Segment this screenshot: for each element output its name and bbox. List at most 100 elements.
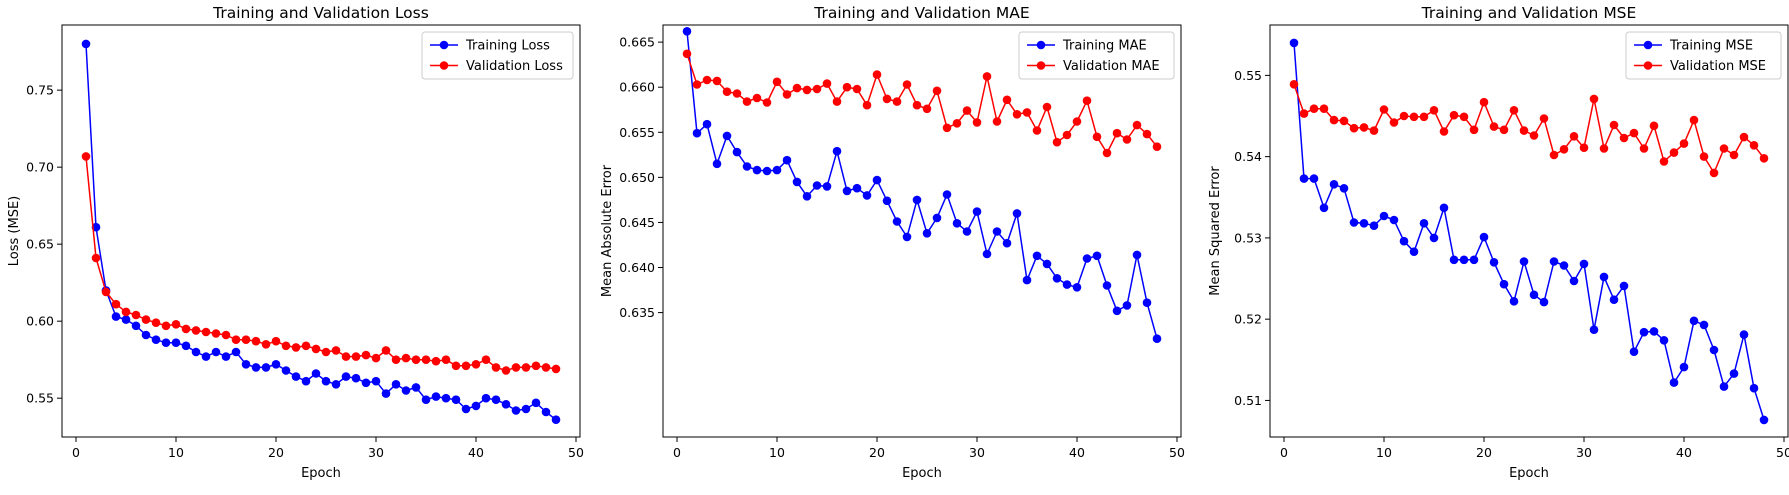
data-point-val [982,72,992,81]
data-point-train [121,315,131,324]
y-tick-label: 0.655 [619,125,655,140]
data-point-train [972,207,982,216]
data-point-val [902,80,912,89]
data-point-train [772,165,782,175]
data-point-train [371,376,381,386]
data-point-val [1012,110,1022,119]
data-point-train [852,183,862,193]
y-tick-label: 0.645 [619,215,655,230]
data-point-train [802,192,812,201]
data-point-train [511,406,521,415]
data-point-val [371,353,381,363]
data-point-train [1469,255,1479,265]
data-point-val [1499,125,1509,135]
data-point-train [461,404,471,414]
data-point-train [1549,257,1559,266]
data-point-train [1709,345,1719,355]
data-point-train [531,398,541,408]
legend-marker-train [1036,40,1046,50]
data-point-val [321,347,331,357]
y-tick-label: 0.660 [619,80,655,95]
data-point-train [1689,316,1699,326]
data-point-val [91,253,101,263]
data-point-train [1569,276,1579,286]
data-point-val [341,352,351,361]
data-point-train [1152,334,1162,344]
data-point-val [1032,126,1042,135]
chart-mae: Training and Validation MAE 0 10 20 30 40 50 0.… [600,4,1185,481]
legend-marker-val [1643,61,1653,70]
data-point-train [1022,275,1032,285]
data-point-val [1349,123,1359,133]
data-point-val [1719,144,1729,153]
y-tick-label: 0.665 [619,35,655,50]
data-point-train [912,195,922,205]
chart-title: Training and Validation MAE [813,4,1029,22]
data-point-train [1002,238,1012,248]
data-point-train [1599,272,1609,282]
data-point-val [1729,150,1739,160]
data-point-train [882,196,892,206]
data-point-val [1569,132,1579,141]
data-point-train [1619,281,1629,291]
data-point-train [1032,251,1042,261]
data-point-val [391,355,401,365]
data-point-val [1329,115,1339,125]
data-point-val [1319,104,1329,113]
data-point-val [1709,168,1719,178]
data-point-train [551,415,561,425]
data-point-train [261,363,271,372]
data-point-val [221,330,231,340]
data-point-train [1699,320,1709,330]
data-point-val [782,90,792,99]
data-point-val [942,123,952,133]
data-point-train [1479,232,1489,242]
data-point-train [1679,362,1689,372]
data-point-val [351,352,361,361]
y-tick-label: 0.53 [1234,230,1262,245]
data-point-train [211,347,221,357]
x-axis-label: Epoch [1509,466,1549,481]
data-point-train [1749,383,1759,393]
chart-mse: Training and Validation MSE 0 10 20 30 40 50 0.… [1208,4,1789,481]
data-point-val [832,97,842,106]
data-point-val [171,320,181,329]
data-point-val [1122,135,1132,144]
data-point-val [451,361,461,371]
legend-marker-train [1643,40,1653,50]
x-tick-label: 30 [1576,445,1592,460]
data-point-val [1389,118,1399,127]
data-point-train [1132,250,1142,260]
data-point-train [241,360,251,369]
legend-label-train: Training Loss [465,39,550,54]
data-point-train [351,373,361,383]
data-point-train [1449,255,1459,265]
data-point-train [1609,295,1619,305]
data-point-train [1092,251,1102,261]
data-point-train [712,159,722,169]
plot-frame [61,24,581,438]
x-tick-label: 20 [268,445,284,460]
data-point-train [742,162,752,171]
data-point-train [1102,281,1112,290]
data-point-train [1399,236,1409,246]
data-point-train [1759,415,1769,425]
data-point-train [281,366,291,375]
data-point-val [1749,141,1759,150]
data-point-train [1419,219,1429,228]
data-point-val [381,346,391,355]
data-point-val [1619,133,1629,143]
data-point-train [1629,347,1639,357]
data-point-train [1122,301,1132,310]
data-point-val [201,327,211,337]
data-point-train [441,393,451,403]
plot-frame [1269,24,1789,438]
legend-frame [1018,31,1175,80]
data-point-val [1379,105,1389,114]
y-tick-label: 0.54 [1234,149,1262,164]
data-point-val [1559,145,1569,154]
data-point-train [81,39,91,49]
data-point-val [882,94,892,104]
data-point-train [732,147,742,157]
data-point-train [812,181,822,190]
